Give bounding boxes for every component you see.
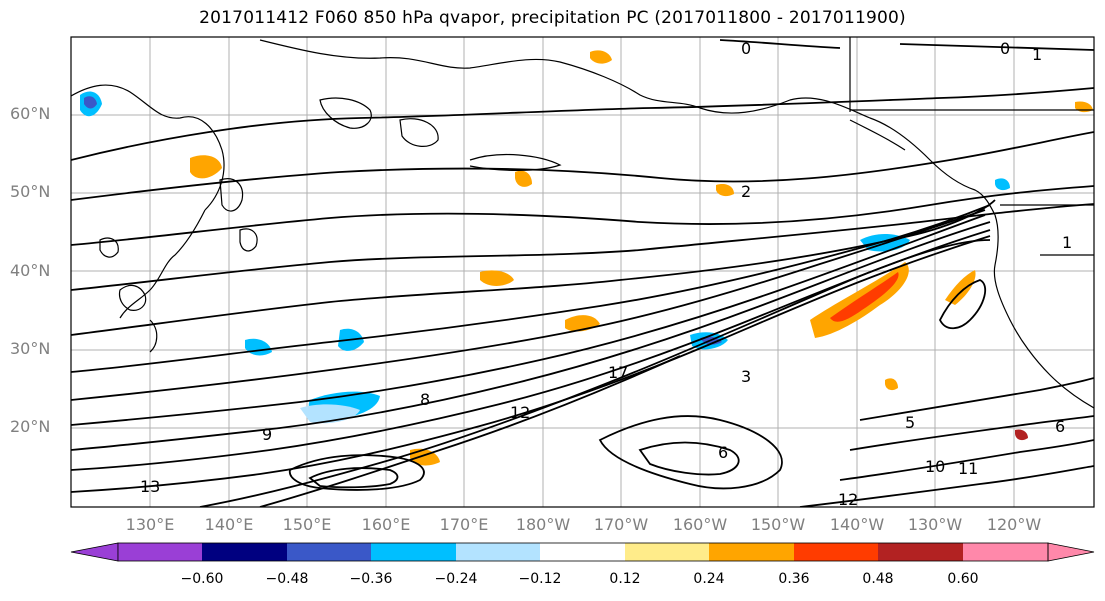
lon-label-140e: 140°E xyxy=(204,515,254,534)
colorbar-segment xyxy=(287,543,371,561)
lat-label-20n: 20°N xyxy=(10,417,51,436)
colorbar-segment xyxy=(625,543,709,561)
colorbar-extend-high xyxy=(1047,542,1095,562)
lon-label-180w: 180°W xyxy=(515,515,571,534)
lat-label-60n: 60°N xyxy=(10,104,51,123)
contour-label: 13 xyxy=(140,477,160,496)
colorbar-segment xyxy=(709,543,794,561)
colorbar-segment xyxy=(794,543,878,561)
colorbar-tick-label: −0.60 xyxy=(180,571,224,587)
precip-anomaly-patches xyxy=(80,50,1093,466)
map-frame xyxy=(70,36,1095,508)
lon-label-130w: 130°W xyxy=(907,515,963,534)
colorbar-tick-label: −0.12 xyxy=(518,571,562,587)
contour-label: 9 xyxy=(262,425,272,444)
colorbar-tick-label: 0.60 xyxy=(947,571,979,587)
colorbar-segment xyxy=(202,543,287,561)
contour-lines xyxy=(71,39,1094,507)
contour-label: 8 xyxy=(420,390,430,409)
contour-label: 0 xyxy=(741,39,751,58)
contour-label: 12 xyxy=(838,490,858,509)
colorbar-tick-label: −0.24 xyxy=(434,571,478,587)
colorbar-segment xyxy=(540,543,625,561)
contour-label: 1 xyxy=(1032,45,1042,64)
contour-value-labels: 0 0 1 2 3 5 6 6 8 9 10 11 12 12 13 17 1 xyxy=(140,39,1072,509)
contour-label: 5 xyxy=(905,413,915,432)
contour-label: 3 xyxy=(741,367,751,386)
lon-label-120w: 120°W xyxy=(986,515,1042,534)
contour-label: 6 xyxy=(718,443,728,462)
contour-label: 17 xyxy=(608,363,628,382)
colorbar-segment xyxy=(963,543,1048,561)
lon-label-160w: 160°W xyxy=(672,515,728,534)
coastlines xyxy=(71,37,1094,409)
colorbar-segments xyxy=(70,542,1095,562)
map-title: 2017011412 F060 850 hPa qvapor, precipit… xyxy=(199,8,906,28)
lon-label-170e: 170°E xyxy=(439,515,489,534)
colorbar-tick-label: −0.48 xyxy=(265,571,309,587)
contour-label: 6 xyxy=(1055,417,1065,436)
contour-label: 11 xyxy=(958,459,978,478)
lat-label-50n: 50°N xyxy=(10,182,51,201)
colorbar-segment xyxy=(371,543,456,561)
colorbar-segment xyxy=(118,543,202,561)
lon-label-140w: 140°W xyxy=(829,515,885,534)
colorbar-tick-label: 0.24 xyxy=(693,571,725,587)
colorbar-tick-label: 0.36 xyxy=(778,571,810,587)
lat-label-30n: 30°N xyxy=(10,339,51,358)
colorbar-tick-label: 0.48 xyxy=(862,571,894,587)
colorbar-frame xyxy=(117,542,1049,562)
colorbar-tick-label: 0.12 xyxy=(609,571,641,587)
colorbar-segment xyxy=(878,543,963,561)
lon-label-160e: 160°E xyxy=(361,515,411,534)
lat-label-40n: 40°N xyxy=(10,261,51,280)
contour-label: 1 xyxy=(1062,233,1072,252)
contour-label: 0 xyxy=(1000,39,1010,58)
colorbar-tick-label: −0.36 xyxy=(349,571,393,587)
lon-label-150e: 150°E xyxy=(282,515,332,534)
lon-label-130e: 130°E xyxy=(125,515,175,534)
map-plot[interactable]: 0 0 1 2 3 5 6 6 8 9 10 11 12 12 13 17 1 xyxy=(0,0,1105,540)
contour-label: 12 xyxy=(510,403,530,422)
lon-label-150w: 150°W xyxy=(750,515,806,534)
lon-label-170w: 170°W xyxy=(593,515,649,534)
contour-label: 2 xyxy=(741,182,751,201)
colorbar-segment xyxy=(456,543,540,561)
contour-label: 10 xyxy=(925,457,945,476)
colorbar-extend-low xyxy=(70,542,119,562)
